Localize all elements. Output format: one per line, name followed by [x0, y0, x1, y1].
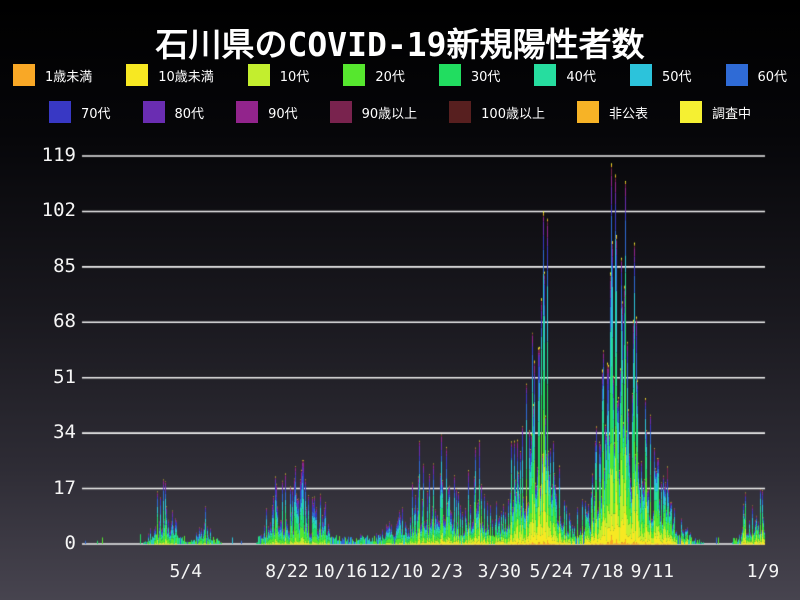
legend-label: 50代 — [661, 69, 692, 85]
legend-label: 1歳未満 — [44, 69, 93, 85]
x-tick-label: 5/4 — [169, 561, 203, 582]
legend-label: 90歳以上 — [361, 106, 418, 122]
not-disclosed-swatch-icon — [576, 101, 599, 123]
y-tick-label: 119 — [41, 144, 76, 166]
chart-title: 石川県のCOVID-19新規陽性者数 — [155, 25, 645, 64]
x-tick-label: 9/11 — [630, 561, 674, 582]
x-tick-label: 7/18 — [580, 561, 624, 582]
age-70s-swatch-icon — [48, 101, 71, 123]
age-50s-swatch-icon — [629, 64, 652, 86]
legend-label: 100歳以上 — [481, 106, 545, 122]
age-90s-swatch-icon — [236, 101, 259, 123]
x-tick-label: 3/30 — [477, 561, 521, 582]
x-tick-label: 8/22 — [265, 561, 309, 582]
y-tick-label: 68 — [53, 310, 76, 333]
x-tick-label: 2/3 — [430, 561, 463, 582]
y-tick-label: 17 — [53, 476, 76, 499]
y-tick-label: 85 — [53, 254, 76, 277]
legend-item-under-investigation: 調査中 — [680, 101, 751, 123]
x-tick-label: 10/16 — [313, 561, 368, 582]
legend-item-age-70s: 70代 — [48, 101, 111, 123]
x-tick-label: 12/10 — [369, 561, 424, 582]
legend-label: 90代 — [268, 106, 298, 122]
legend-item-age-60s: 60代 — [725, 64, 788, 86]
under-1-swatch-icon — [12, 64, 35, 86]
over-100-swatch-icon — [449, 101, 472, 123]
legend-label: 20代 — [375, 69, 405, 85]
age-80s-swatch-icon — [142, 101, 165, 123]
legend-label: 10代 — [279, 69, 310, 85]
legend-label: 30代 — [470, 69, 501, 85]
x-tick-label: 1/9 — [746, 561, 780, 582]
age-30s-swatch-icon — [438, 64, 461, 86]
legend-row-1: 1歳未満 10歳未満 10代 20代 30代 40代 50代 60代 — [0, 64, 800, 86]
legend-item-under-10: 10歳未満 — [126, 64, 214, 86]
legend-label: 非公表 — [608, 106, 648, 122]
y-tick-label: 0 — [64, 532, 76, 554]
legend-item-age-90s: 90代 — [236, 101, 298, 123]
y-tick-label: 51 — [53, 365, 76, 388]
legend-item-age-30s: 30代 — [438, 64, 501, 86]
legend-item-age-80s: 80代 — [142, 101, 205, 123]
over-90-swatch-icon — [329, 101, 352, 123]
legend-label: 10歳未満 — [158, 69, 214, 85]
y-tick-label: 102 — [41, 199, 76, 222]
x-tick-label: 5/24 — [529, 561, 573, 582]
legend-label: 70代 — [80, 106, 111, 122]
y-tick-label: 34 — [53, 421, 76, 444]
under-10-swatch-icon — [126, 64, 149, 86]
legend-label: 60代 — [757, 69, 788, 85]
legend-label: 40代 — [566, 69, 596, 85]
age-10s-swatch-icon — [247, 64, 270, 86]
legend-item-age-40s: 40代 — [534, 64, 596, 86]
age-60s-swatch-icon — [725, 64, 748, 86]
legend-item-age-20s: 20代 — [343, 64, 405, 86]
legend-item-age-10s: 10代 — [247, 64, 310, 86]
legend-item-under-1: 1歳未満 — [12, 64, 93, 86]
legend-label: 調査中 — [712, 106, 752, 122]
under-investigation-swatch-icon — [680, 101, 702, 123]
legend-item-age-50s: 50代 — [629, 64, 692, 86]
legend-item-over-90: 90歳以上 — [329, 101, 418, 123]
age-40s-swatch-icon — [534, 64, 557, 86]
legend-row-2: 70代 80代 90代 90歳以上 100歳以上 非公表 調査中 — [0, 101, 800, 123]
legend-label: 80代 — [174, 106, 205, 122]
age-20s-swatch-icon — [343, 64, 366, 86]
legend-item-not-disclosed: 非公表 — [576, 101, 648, 123]
legend-item-over-100: 100歳以上 — [449, 101, 545, 123]
